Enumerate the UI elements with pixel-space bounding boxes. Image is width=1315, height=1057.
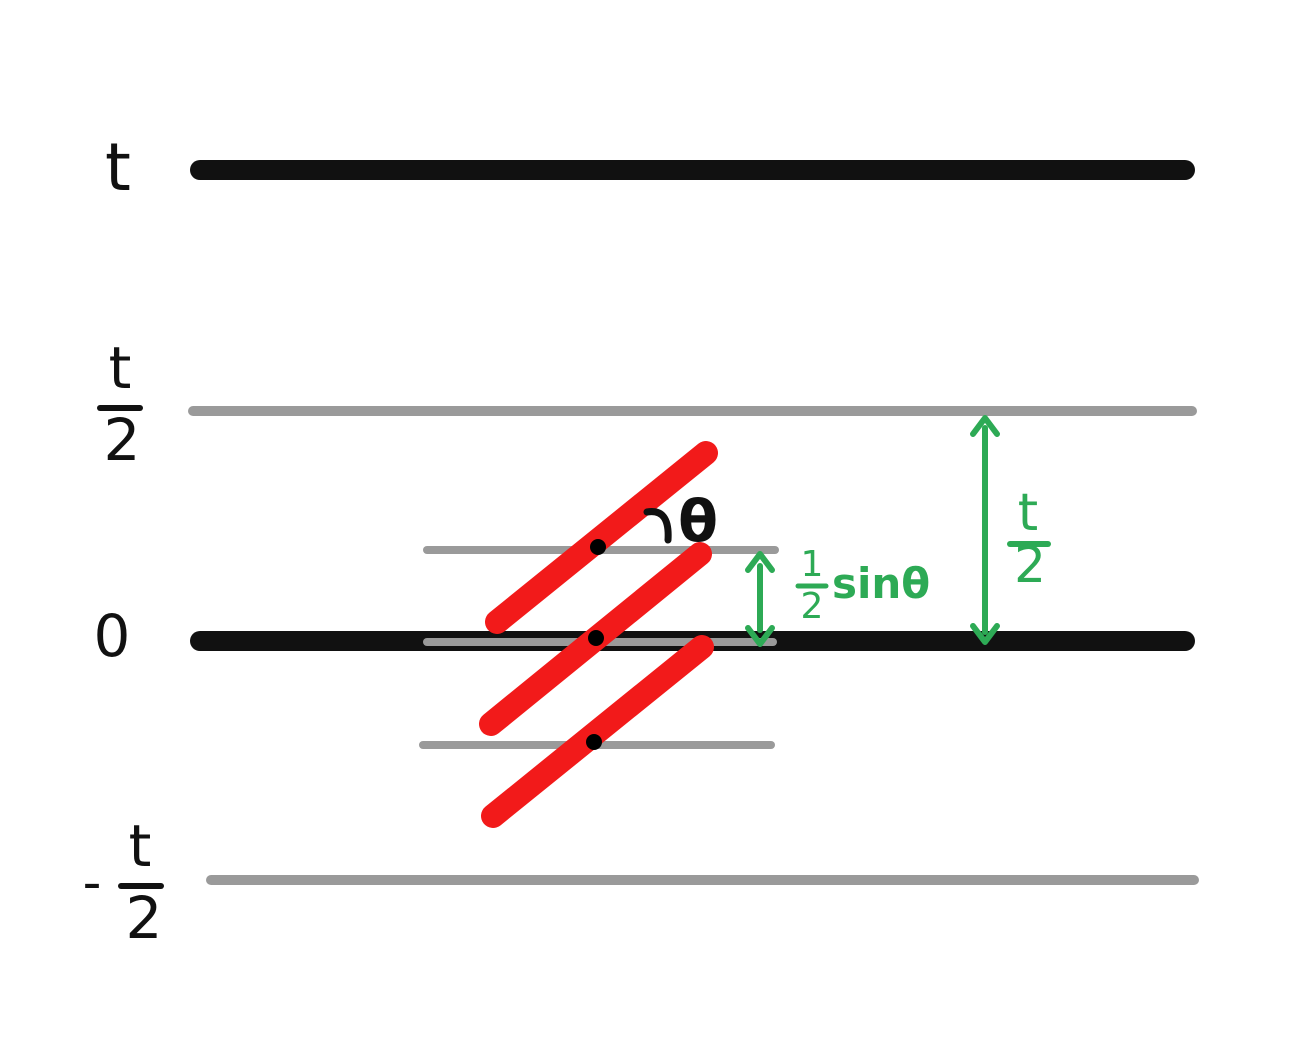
label-half-t: t 2 [97,334,143,474]
label-green-half-t-denominator: 2 [1014,536,1046,594]
arrow-half-t [970,415,1000,645]
needle-upper [485,441,718,634]
label-half-sin-theta: 1 2 sinθ [795,544,930,627]
label-neg-half-t: - t 2 [83,812,164,952]
needle-center-lower [586,734,602,750]
label-green-half-t-numerator: t [1018,483,1038,543]
label-half-t-numerator: t [109,334,132,402]
needle-center-upper [590,539,606,555]
needle-lower [481,635,714,828]
label-half-t-denominator: 2 [104,406,141,474]
label-zero: 0 [94,602,131,670]
label-neg-half-t-numerator: t [129,812,152,880]
label-green-half-t: t 2 [1007,483,1051,594]
label-sin-theta: sinθ [832,559,930,608]
angle-arc [643,508,672,544]
label-small-frac-denominator: 2 [801,586,824,627]
label-theta: θ [678,487,718,555]
needle-center-middle [588,630,604,646]
label-small-frac-numerator: 1 [801,544,824,585]
arrow-half-sin [745,551,775,647]
label-t: t [105,129,131,206]
label-neg-half-t-denominator: 2 [126,884,163,952]
label-neg-sign: - [83,853,102,913]
